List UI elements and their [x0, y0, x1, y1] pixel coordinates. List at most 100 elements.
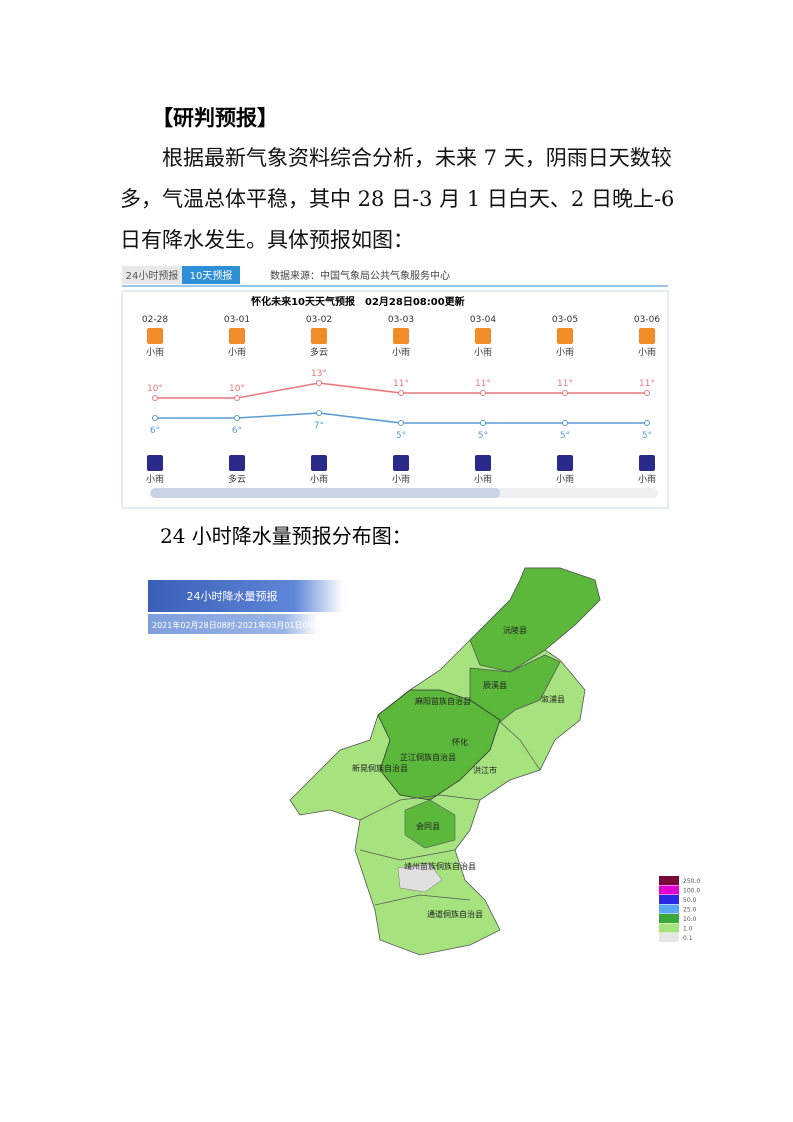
chart-title: 怀化未来10天天气预报	[251, 295, 355, 308]
temp-label: 5°	[478, 431, 488, 441]
county-label: 沅陵县	[503, 625, 527, 635]
date-label: 02-28	[142, 315, 168, 325]
legend-swatch	[659, 895, 679, 904]
day-icon	[475, 328, 491, 344]
day-weather: 小雨	[146, 347, 164, 358]
day-weather: 小雨	[638, 347, 656, 358]
date-label: 03-04	[470, 315, 496, 325]
county-label: 溆浦县	[541, 694, 565, 704]
paragraph: 根据最新气象资料综合分析，未来 7 天，阴雨日天数较多，气温总体平稳，其中 28…	[120, 146, 675, 252]
section-title: 【研判预报】	[152, 105, 278, 130]
day-weather: 小雨	[392, 347, 410, 358]
legend-label: 50.0	[683, 897, 697, 904]
day-weather: 小雨	[556, 347, 574, 358]
source: 数据来源：中国气象局公共气象服务中心	[270, 269, 450, 282]
legend-label: 100.0	[683, 888, 700, 895]
temp-label: 11°	[393, 379, 409, 389]
legend-label: 10.0	[683, 916, 697, 923]
temp-point	[562, 390, 568, 396]
county-label: 怀化	[452, 737, 468, 747]
map-banner	[148, 580, 343, 612]
map-time: 2021年02月28日08时-2021年03月01日08时	[152, 620, 321, 630]
map-title: 24小时降水量预报	[187, 589, 278, 603]
date-label: 03-01	[224, 315, 250, 325]
date-label: 03-06	[634, 315, 660, 325]
temp-label: 11°	[639, 379, 655, 389]
night-icon	[311, 455, 327, 471]
temp-point	[152, 415, 158, 421]
date-label: 03-03	[388, 315, 414, 325]
night-weather: 小雨	[474, 474, 492, 485]
day-icon	[311, 328, 327, 344]
legend-label: 1.0	[683, 926, 693, 933]
county-label: 新晃侗族自治县	[352, 763, 408, 773]
temp-point	[316, 380, 322, 386]
legend-swatch	[659, 914, 679, 923]
night-icon	[393, 455, 409, 471]
night-weather: 小雨	[146, 474, 164, 485]
temp-point	[480, 420, 486, 426]
map	[289, 567, 601, 956]
day-weather: 多云	[310, 346, 328, 358]
tab-active[interactable]	[182, 266, 240, 284]
county-label: 洪江市	[473, 765, 497, 775]
tab[interactable]	[122, 266, 182, 284]
temp-label: 6°	[150, 426, 160, 436]
temp-label: 10°	[229, 384, 245, 394]
legend-label: 250.0	[683, 878, 700, 885]
temp-label: 10°	[147, 384, 163, 394]
temp-point	[480, 390, 486, 396]
temp-label: 11°	[557, 379, 573, 389]
night-icon	[557, 455, 573, 471]
date-label: 03-02	[306, 315, 332, 325]
temp-label: 5°	[560, 431, 570, 441]
temp-label: 7°	[314, 421, 324, 431]
temp-point	[644, 390, 650, 396]
tab-label[interactable]: 24小时预报	[126, 269, 179, 282]
temp-point	[398, 420, 404, 426]
scroll-thumb[interactable]	[150, 488, 500, 498]
day-weather: 小雨	[474, 347, 492, 358]
temp-label: 6°	[232, 426, 242, 436]
temp-point	[562, 420, 568, 426]
caption: 24 小时降水量预报分布图：	[160, 524, 412, 548]
night-icon	[229, 455, 245, 471]
night-weather: 小雨	[638, 474, 656, 485]
night-icon	[475, 455, 491, 471]
chart-subtitle: 02月28日08:00更新	[365, 295, 465, 308]
night-weather: 多云	[228, 473, 246, 485]
night-icon	[639, 455, 655, 471]
temp-point	[316, 410, 322, 416]
day-icon	[147, 328, 163, 344]
county-label: 麻阳苗族自治县	[415, 696, 471, 706]
legend-swatch	[659, 904, 679, 914]
region	[469, 567, 601, 673]
region	[404, 799, 456, 849]
temp-point	[398, 390, 404, 396]
legend-swatch	[659, 876, 679, 885]
temp-point	[644, 420, 650, 426]
county-label: 辰溪县	[483, 680, 507, 690]
widget-frame	[121, 290, 669, 509]
night-weather: 小雨	[310, 474, 328, 485]
map-time-bar	[148, 614, 318, 634]
day-icon	[639, 328, 655, 344]
night-icon	[147, 455, 163, 471]
day-icon	[557, 328, 573, 344]
night-weather: 小雨	[556, 474, 574, 485]
temp-label: 11°	[475, 379, 491, 389]
county-label: 通道侗族自治县	[427, 909, 483, 919]
temp-label: 13°	[311, 369, 327, 379]
day-weather: 小雨	[228, 347, 246, 358]
day-icon	[393, 328, 409, 344]
tab-label[interactable]: 10天预报	[190, 269, 233, 282]
legend-label: 25.0	[683, 907, 697, 914]
date-label: 03-05	[552, 315, 578, 325]
legend-swatch	[659, 885, 679, 895]
day-icon	[229, 328, 245, 344]
temp-point	[234, 415, 240, 421]
county-label: 会同县	[416, 821, 440, 831]
legend-swatch	[659, 933, 679, 942]
